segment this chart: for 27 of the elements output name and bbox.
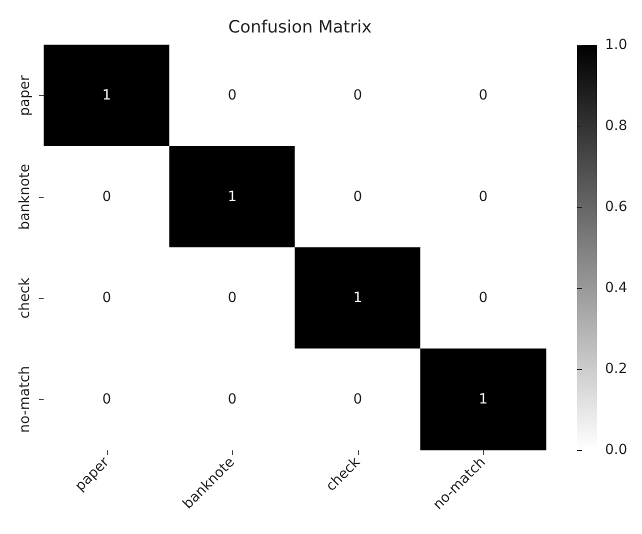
color-bar-label: 0.6 — [605, 199, 628, 215]
data-label: 0 — [102, 290, 112, 306]
y-tick-label: banknote — [17, 164, 33, 230]
data-label: 1 — [102, 88, 112, 104]
data-label: 0 — [228, 88, 237, 104]
data-label: 1 — [228, 188, 237, 205]
color-bar-label: 1.0 — [605, 37, 628, 53]
chart-title: Confusion Matrix — [228, 18, 372, 38]
data-label: 1 — [353, 290, 362, 306]
data-label: 0 — [353, 188, 362, 205]
color-bar-label: 0.8 — [605, 118, 628, 134]
data-label: 0 — [102, 391, 112, 408]
color-bar-label: 0.2 — [605, 361, 628, 377]
data-label: 0 — [478, 188, 488, 205]
data-label: 0 — [478, 290, 488, 306]
y-tick-label: paper — [17, 75, 33, 116]
data-label: 0 — [228, 391, 237, 408]
y-tick-label: no-match — [17, 366, 33, 433]
color-bar-label: 0.0 — [605, 442, 628, 458]
data-label: 0 — [353, 88, 362, 104]
data-label: 0 — [353, 391, 362, 408]
data-label: 0 — [478, 88, 488, 104]
data-label: 0 — [228, 290, 237, 306]
y-tick-label: check — [17, 276, 33, 319]
data-label: 1 — [478, 391, 488, 408]
data-label: 0 — [102, 188, 112, 205]
color-bar-label: 0.4 — [605, 280, 628, 296]
